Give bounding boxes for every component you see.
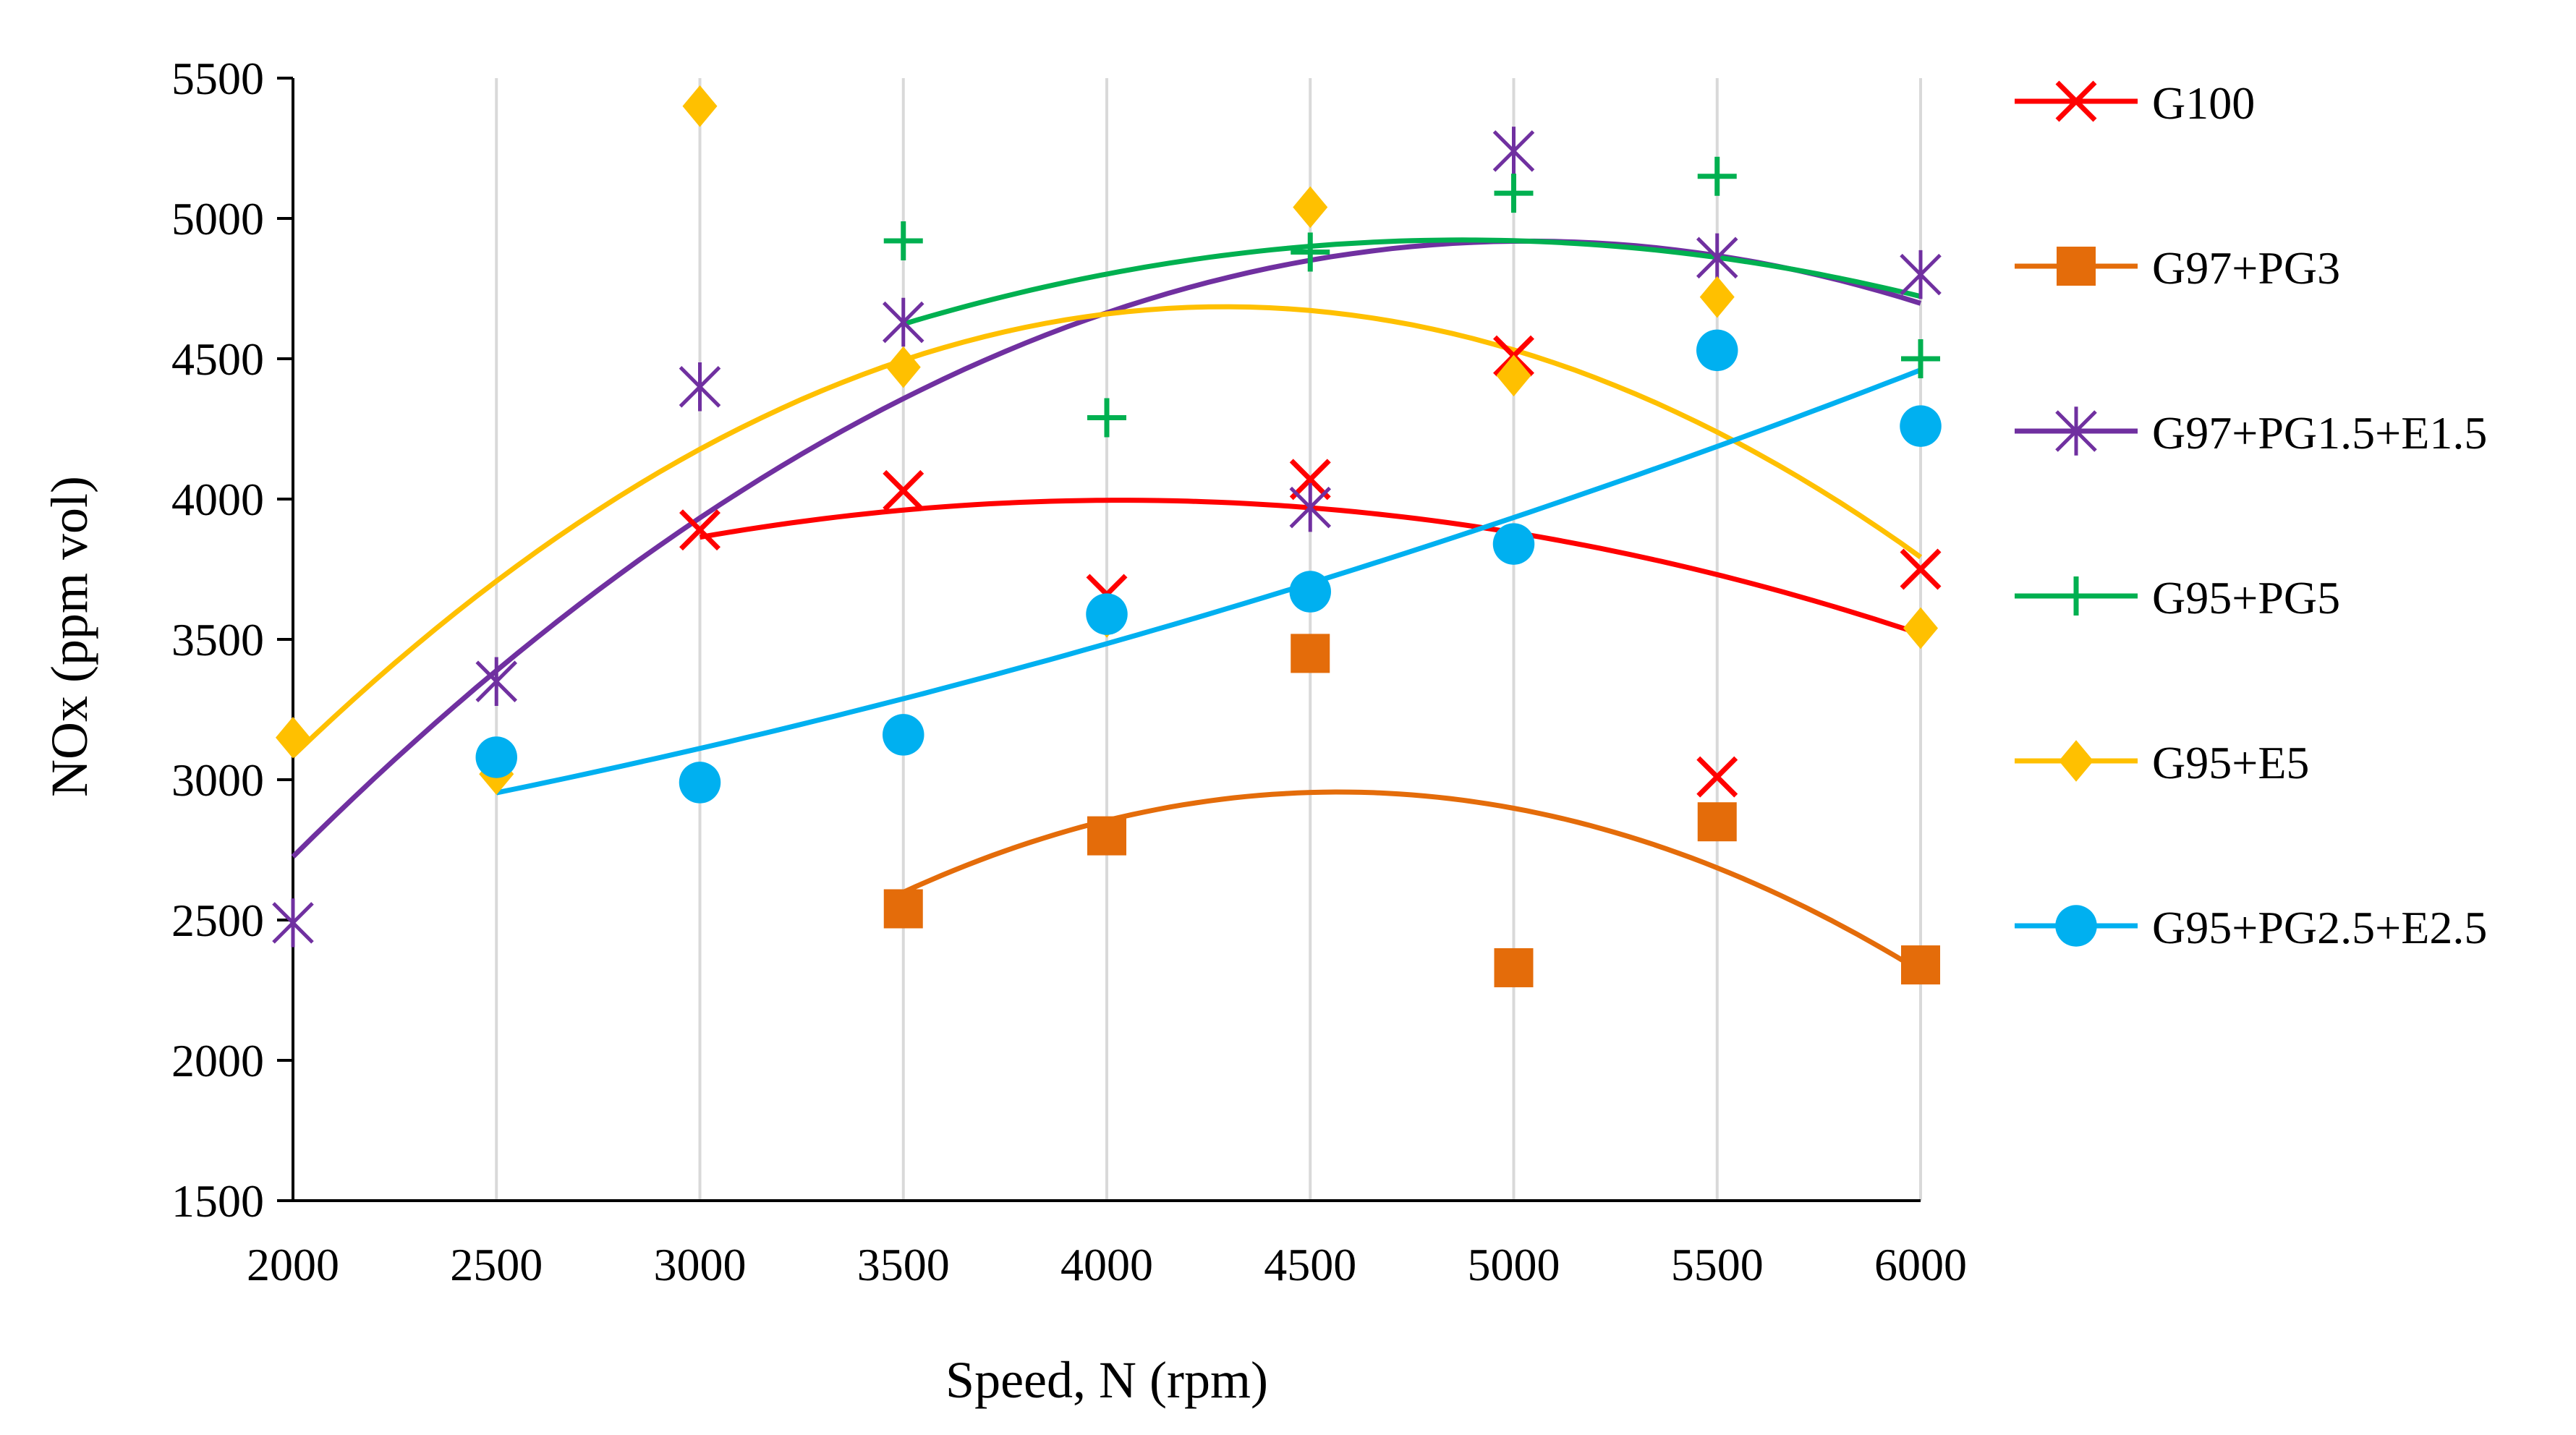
- data-point-G95+E5: [1699, 276, 1735, 318]
- legend-entry: G95+PG5: [2015, 572, 2340, 623]
- data-point-G100: [1696, 756, 1738, 798]
- data-point-G97+PG3: [1901, 945, 1940, 985]
- y-tick-label: 1500: [171, 1175, 264, 1227]
- legend-entry: G97+PG3: [2015, 242, 2340, 294]
- data-point-G95+E5: [276, 717, 310, 759]
- y-tick-label: 2000: [171, 1035, 264, 1086]
- legend-entry: G100: [2015, 77, 2255, 129]
- data-points: [272, 85, 1942, 987]
- y-tick-label: 3000: [171, 754, 264, 806]
- legend-label: G100: [2152, 77, 2255, 129]
- data-point-G95+PG5: [1901, 339, 1940, 378]
- data-point-G100: [883, 469, 924, 511]
- legend-marker: [2055, 406, 2097, 456]
- x-tick-label: 4000: [1060, 1239, 1153, 1290]
- y-tick-label: 5500: [171, 53, 264, 104]
- y-tick-label: 3500: [171, 614, 264, 665]
- data-point-G95+PG2.5+E2.5: [1289, 571, 1331, 613]
- legend-label: G95+PG2.5+E2.5: [2152, 902, 2487, 953]
- legend-marker: [2057, 576, 2096, 616]
- data-point-G97+PG1.5+E1.5: [272, 898, 314, 948]
- y-tick-label: 5000: [171, 193, 264, 244]
- x-axis-title: Speed, N (rpm): [945, 1351, 1268, 1409]
- data-point-G95+E5: [885, 346, 921, 388]
- legend: G100 G97+PG3 G97+PG1.5+E1.5 G95+PG5 G95+E5 G9…: [2015, 77, 2487, 953]
- x-tick-label: 6000: [1874, 1239, 1967, 1290]
- x-tick-label: 2500: [450, 1239, 543, 1290]
- data-point-G97+PG1.5+E1.5: [1900, 250, 1942, 299]
- data-point-G95+PG2.5+E2.5: [475, 736, 517, 778]
- data-point-G97+PG1.5+E1.5: [475, 657, 518, 706]
- trendline-G95+PG2.5+E2.5: [496, 367, 1922, 796]
- x-tick-label: 5500: [1671, 1239, 1764, 1290]
- x-tick-label: 5000: [1468, 1239, 1560, 1290]
- data-point-G97+PG1.5+E1.5: [679, 362, 721, 412]
- y-tick-label: 4500: [171, 333, 264, 385]
- x-tick-label: 4500: [1264, 1239, 1356, 1290]
- data-point-G97+PG1.5+E1.5: [1696, 233, 1738, 283]
- data-point-G95+E5: [1293, 186, 1328, 229]
- data-point-G95+PG2.5+E2.5: [1492, 523, 1535, 565]
- data-point-G95+PG2.5+E2.5: [679, 762, 721, 804]
- data-point-G95+PG5: [883, 221, 923, 261]
- data-point-G95+PG5: [1087, 398, 1126, 438]
- data-point-G95+PG2.5+E2.5: [883, 714, 924, 756]
- data-point-G97+PG1.5+E1.5: [882, 297, 924, 347]
- legend-label: G97+PG3: [2152, 242, 2340, 294]
- y-tick-label: 2500: [171, 895, 264, 946]
- trendlines: [291, 237, 1923, 974]
- tick-labels: 2000 2500 3000 3500 4000 4500 5000 5500 6000 1500…: [171, 53, 1967, 1290]
- x-tick-label: 3000: [654, 1239, 747, 1290]
- data-point-G97+PG3: [1291, 634, 1330, 673]
- trendline-G97+PG3: [902, 789, 1922, 974]
- y-axis-title: NOx (ppm vol): [41, 476, 98, 797]
- data-point-G100: [1900, 548, 1942, 590]
- legend-entry: G95+PG2.5+E2.5: [2015, 902, 2487, 953]
- y-tick-label: 4000: [171, 474, 264, 525]
- data-point-G97+PG3: [883, 889, 923, 929]
- data-point-G95+PG5: [1291, 232, 1330, 272]
- trendline-G95+E5: [291, 304, 1923, 758]
- legend-label: G95+E5: [2152, 737, 2309, 788]
- data-point-G97+PG3: [1697, 802, 1737, 842]
- trendline-G95+PG5: [902, 237, 1921, 327]
- data-point-G95+PG2.5+E2.5: [1696, 329, 1738, 372]
- data-point-G97+PG3: [1087, 816, 1126, 856]
- x-tick-label: 3500: [857, 1239, 950, 1290]
- axes: [277, 77, 1921, 1202]
- data-point-G97+PG3: [1494, 948, 1534, 987]
- x-tick-label: 2000: [247, 1239, 339, 1290]
- legend-label: G97+PG1.5+E1.5: [2152, 407, 2487, 459]
- legend-marker: [2055, 905, 2097, 947]
- data-point-G97+PG1.5+E1.5: [1492, 127, 1535, 176]
- legend-marker: [2059, 740, 2093, 782]
- data-point-G95+PG2.5+E2.5: [1086, 593, 1128, 635]
- data-point-G95+PG2.5+E2.5: [1900, 405, 1942, 447]
- data-point-G100: [1289, 459, 1331, 501]
- data-point-G95+PG5: [1697, 156, 1737, 196]
- legend-entry: G97+PG1.5+E1.5: [2015, 406, 2487, 459]
- data-point-G95+E5: [1496, 354, 1531, 397]
- data-point-G95+E5: [682, 85, 718, 127]
- legend-marker: [2055, 80, 2097, 122]
- data-point-G95+PG5: [1494, 174, 1534, 213]
- legend-label: G95+PG5: [2152, 572, 2340, 623]
- data-point-G95+E5: [1903, 607, 1938, 650]
- legend-entry: G95+E5: [2015, 737, 2309, 788]
- legend-marker: [2057, 247, 2096, 286]
- data-point-G100: [679, 509, 720, 551]
- data-point-G97+PG1.5+E1.5: [1289, 482, 1332, 532]
